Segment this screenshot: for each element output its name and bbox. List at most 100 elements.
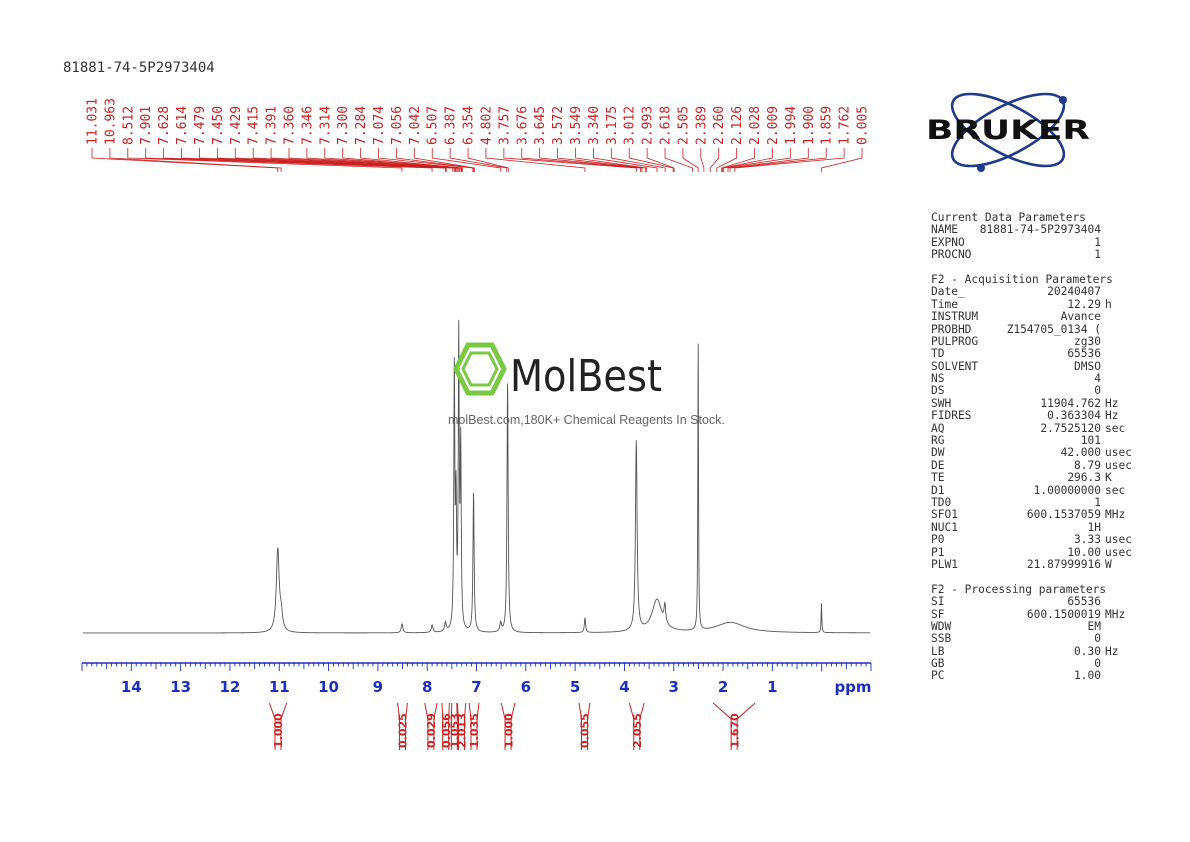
param-value: 11904.762 bbox=[1040, 396, 1101, 410]
integral-bracket bbox=[628, 702, 645, 750]
peak-label-leader bbox=[216, 148, 455, 172]
integral-value: 0.025 bbox=[397, 713, 410, 748]
param-unit: Hz bbox=[1105, 409, 1119, 423]
param-row: SFO1 600.1537059 MHz bbox=[931, 508, 1151, 522]
integral: 1.670 bbox=[712, 702, 756, 750]
atom-orbit-icon bbox=[950, 92, 1067, 172]
peak-label-text: 6.387 bbox=[444, 106, 459, 145]
peak-label: 3.549 bbox=[569, 106, 648, 172]
peak-label-leader bbox=[722, 148, 791, 172]
x-tick-label: 6 bbox=[521, 678, 531, 696]
param-unit: K bbox=[1105, 471, 1112, 485]
peak-label-leader bbox=[431, 148, 502, 172]
peak-label-text: 7.042 bbox=[408, 106, 423, 145]
param-row: NUC1 1H bbox=[931, 520, 1151, 534]
param-key: TD bbox=[931, 347, 945, 361]
param-key: P0 bbox=[931, 533, 945, 547]
peak-label-text: 3.645 bbox=[533, 106, 548, 145]
param-key: RG bbox=[931, 434, 945, 448]
peak-label: 7.901 bbox=[139, 106, 433, 172]
param-key: SWH bbox=[931, 396, 952, 410]
integral-value: 0.055 bbox=[579, 713, 592, 748]
param-key: SOLVENT bbox=[931, 359, 979, 373]
x-tick-label: 13 bbox=[170, 678, 191, 696]
peak-label-text: 7.614 bbox=[175, 106, 190, 145]
peak-label: 10.963 bbox=[103, 98, 282, 172]
integral-bracket bbox=[450, 702, 458, 750]
peak-label-text: 1.859 bbox=[820, 106, 835, 145]
integral-bracket bbox=[712, 702, 756, 750]
param-key: Date_ bbox=[931, 285, 965, 299]
bruker-logo: BRUKER bbox=[926, 92, 1090, 172]
param-key: DE bbox=[931, 458, 945, 472]
x-tick-label: 3 bbox=[669, 678, 679, 696]
param-unit: usec bbox=[1105, 533, 1132, 547]
peak-label-leader bbox=[729, 148, 827, 172]
param-row: P1 10.00 usec bbox=[931, 545, 1151, 559]
peak-label-text: 2.009 bbox=[766, 106, 781, 145]
param-row: AQ 2.7525120 sec bbox=[931, 422, 1151, 435]
param-row: EXPNO 1 bbox=[931, 235, 1151, 249]
param-value: 600.1537059 bbox=[1026, 508, 1101, 522]
param-row: TD0 1 bbox=[931, 495, 1151, 509]
param-key: DS bbox=[931, 384, 945, 398]
param-row: DW 42.000 usec bbox=[931, 446, 1151, 460]
param-row: DE 8.79 usec bbox=[931, 458, 1151, 472]
integral-bracket bbox=[397, 702, 408, 750]
peak-label: 7.479 bbox=[193, 106, 454, 172]
peak-label: 3.757 bbox=[497, 106, 637, 172]
param-value: Avance bbox=[1060, 310, 1101, 324]
peak-label-leader bbox=[682, 148, 699, 172]
param-value: 1 bbox=[1094, 495, 1101, 509]
param-value: 20240407 bbox=[1047, 285, 1101, 299]
peak-label-leader bbox=[646, 148, 675, 172]
param-key: NUC1 bbox=[931, 520, 958, 534]
param-unit: usec bbox=[1105, 458, 1132, 472]
param-key: FIDRES bbox=[931, 409, 972, 423]
peak-label-leader bbox=[610, 148, 666, 172]
peak-label: 8.512 bbox=[121, 106, 403, 172]
peak-label-leader bbox=[575, 148, 648, 172]
integral: 1.035 bbox=[468, 702, 481, 750]
param-value: 3.33 bbox=[1074, 533, 1101, 547]
peak-label-text: 7.056 bbox=[390, 106, 405, 145]
param-value: 1.00000000 bbox=[1033, 483, 1101, 497]
param-row: SF 600.1500019 MHz bbox=[931, 607, 1151, 621]
bruker-logo-text: BRUKER bbox=[926, 115, 1090, 146]
peak-label: 1.762 bbox=[734, 106, 853, 172]
peak-label-text: 3.757 bbox=[497, 106, 512, 145]
param-value: 296.3 bbox=[1067, 471, 1101, 485]
peak-label-leader bbox=[593, 148, 658, 172]
peak-label-leader bbox=[539, 148, 643, 172]
peak-label-leader bbox=[727, 148, 809, 172]
x-tick-label: 5 bbox=[570, 678, 580, 696]
param-key: NAME bbox=[931, 223, 958, 237]
peak-label-text: 7.074 bbox=[372, 106, 387, 145]
param-row: TD 65536 bbox=[931, 347, 1151, 361]
peak-label-text: 2.993 bbox=[641, 106, 656, 145]
peak-label: 6.387 bbox=[444, 106, 508, 172]
param-unit: sec bbox=[1105, 483, 1126, 497]
peak-label-text: 3.012 bbox=[623, 106, 638, 145]
param-value: 1 bbox=[1094, 235, 1101, 249]
param-key: PULPROG bbox=[931, 334, 979, 348]
param-key: LB bbox=[931, 644, 945, 658]
param-value: 8.79 bbox=[1074, 458, 1101, 472]
peak-label-leader bbox=[234, 148, 456, 172]
param-key: P1 bbox=[931, 545, 945, 559]
param-value: DMSO bbox=[1074, 359, 1101, 373]
x-axis: 14 13 12 11 10 9 8 7 6 5 4 3 2 1 ppm bbox=[81, 662, 872, 696]
peak-label-leader bbox=[485, 148, 586, 172]
peak-label-leader bbox=[821, 148, 863, 172]
param-value: 1.00 bbox=[1074, 669, 1101, 683]
param-unit: MHz bbox=[1105, 607, 1126, 621]
param-row: DS 0 bbox=[931, 384, 1151, 398]
x-tick-label: 10 bbox=[318, 678, 339, 696]
param-key: DW bbox=[931, 446, 945, 460]
peak-label-text: 2.028 bbox=[748, 106, 763, 145]
integral-value: 0.029 bbox=[425, 713, 438, 748]
peak-label: 2.505 bbox=[676, 106, 699, 172]
integral: 0.029 bbox=[424, 702, 438, 750]
